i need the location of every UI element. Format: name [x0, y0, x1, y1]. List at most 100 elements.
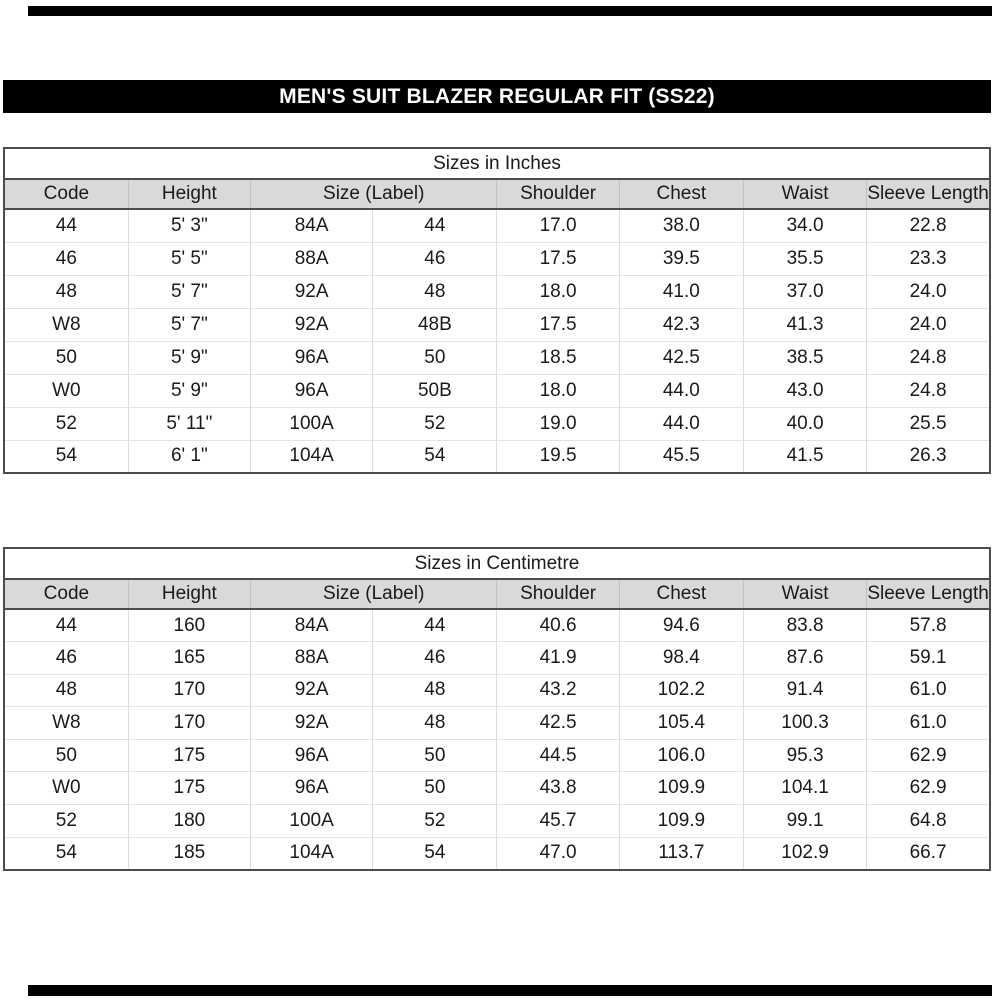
table-cell: 100A	[250, 804, 374, 838]
table-cell: 42.5	[496, 706, 620, 740]
table-cell: 18.0	[496, 275, 620, 309]
table-cell: 41.9	[496, 641, 620, 675]
column-header-waist: Waist	[743, 179, 868, 210]
table-cell: 42.5	[619, 341, 744, 375]
table-cell: 5' 7"	[128, 275, 251, 309]
sizes-in-centimetre-table: Sizes in Centimetre Code Height Size (La…	[3, 547, 991, 871]
title-banner: MEN'S SUIT BLAZER REGULAR FIT (SS22)	[3, 80, 991, 113]
table-cell: 165	[128, 641, 251, 675]
table-cell: 25.5	[866, 407, 990, 441]
column-header-size-label: Size (Label)	[250, 579, 498, 610]
table-cell: W8	[4, 308, 129, 342]
table-row: 50 175 96A 50 44.5 106.0 95.3 62.9	[4, 739, 990, 773]
table-cell: 92A	[250, 674, 374, 708]
table-row: 46 5' 5" 88A 46 17.5 39.5 35.5 23.3	[4, 242, 990, 276]
table-cell: 52	[372, 407, 498, 441]
table-cell: 5' 7"	[128, 308, 251, 342]
table-cell: 64.8	[866, 804, 990, 838]
table-cell: 52	[4, 407, 129, 441]
sizes-in-inches-table: Sizes in Inches Code Height Size (Label)…	[3, 147, 991, 474]
table-cell: 100A	[250, 407, 374, 441]
table-cell: 160	[128, 609, 251, 643]
table-cell: 44.5	[496, 739, 620, 773]
column-header-chest: Chest	[619, 179, 744, 210]
table-cell: 96A	[250, 771, 374, 806]
table-cell: 24.8	[866, 341, 990, 375]
table-cell: 52	[4, 804, 129, 838]
table-cell: 92A	[250, 308, 374, 342]
table-cell: 41.5	[743, 440, 868, 473]
table-cell: 50B	[372, 374, 498, 408]
table-cell: 170	[128, 706, 251, 740]
table-cell: 44	[4, 209, 129, 243]
table-cell: 46	[4, 641, 129, 675]
table-cell: 99.1	[743, 804, 868, 838]
table-cell: 46	[372, 242, 498, 276]
column-header-size-label: Size (Label)	[250, 179, 498, 210]
table-cell: 5' 11"	[128, 407, 251, 441]
table-cell: 94.6	[619, 609, 744, 643]
column-header-sleeve-length: Sleeve Length	[866, 579, 990, 610]
table-cell: 17.5	[496, 242, 620, 276]
table-cell: 50	[372, 739, 498, 773]
table-cell: 19.0	[496, 407, 620, 441]
table-cell: W0	[4, 771, 129, 806]
table-cell: 48B	[372, 308, 498, 342]
column-header-height: Height	[128, 179, 251, 210]
table-cell: 102.2	[619, 674, 744, 708]
table-row: 46 165 88A 46 41.9 98.4 87.6 59.1	[4, 641, 990, 675]
table-cell: 109.9	[619, 771, 744, 806]
table-cell: 50	[4, 341, 129, 375]
table-cell: 48	[4, 275, 129, 309]
table-cell: 54	[4, 837, 129, 870]
table-cell: 92A	[250, 275, 374, 309]
table-cell: 43.8	[496, 771, 620, 806]
table-caption: Sizes in Centimetre	[4, 548, 990, 580]
table-caption: Sizes in Inches	[4, 148, 990, 180]
table-cell: 57.8	[866, 609, 990, 643]
table-cell: 45.5	[619, 440, 744, 473]
table-cell: 88A	[250, 242, 374, 276]
table-cell: 54	[372, 440, 498, 473]
inches-table-body: 44 5' 3" 84A 44 17.0 38.0 34.0 22.8 46 5' 5" 88A 46…	[4, 209, 990, 473]
table-cell: 84A	[250, 609, 374, 643]
table-cell: 180	[128, 804, 251, 838]
table-cell: 102.9	[743, 837, 868, 870]
column-header-height: Height	[128, 579, 251, 610]
table-cell: 23.3	[866, 242, 990, 276]
table-cell: 175	[128, 771, 251, 806]
table-cell: 44.0	[619, 407, 744, 441]
table-cell: 42.3	[619, 308, 744, 342]
table-cell: 17.5	[496, 308, 620, 342]
table-row: W0 5' 9" 96A 50B 18.0 44.0 43.0 24.8	[4, 374, 990, 408]
table-cell: W8	[4, 706, 129, 740]
table-cell: 50	[4, 739, 129, 773]
column-header-row: Code Height Size (Label) Shoulder Chest …	[4, 579, 990, 610]
table-cell: 98.4	[619, 641, 744, 675]
table-cell: 104A	[250, 837, 374, 870]
table-cell: 45.7	[496, 804, 620, 838]
column-header-chest: Chest	[619, 579, 744, 610]
column-header-code: Code	[4, 579, 129, 610]
table-cell: 19.5	[496, 440, 620, 473]
column-header-waist: Waist	[743, 579, 868, 610]
table-row: 54 185 104A 54 47.0 113.7 102.9 66.7	[4, 837, 990, 870]
table-cell: 61.0	[866, 706, 990, 740]
table-row: 52 180 100A 52 45.7 109.9 99.1 64.8	[4, 804, 990, 838]
table-cell: 22.8	[866, 209, 990, 243]
table-cell: 66.7	[866, 837, 990, 870]
column-header-row: Code Height Size (Label) Shoulder Chest …	[4, 179, 990, 210]
top-divider-bar	[28, 6, 992, 16]
table-cell: 50	[372, 341, 498, 375]
table-cell: 50	[372, 771, 498, 806]
caption-row: Sizes in Centimetre	[4, 548, 990, 580]
table-cell: 104A	[250, 440, 374, 473]
page-title: MEN'S SUIT BLAZER REGULAR FIT (SS22)	[279, 84, 715, 108]
table-cell: 43.0	[743, 374, 868, 408]
table-row: 52 5' 11" 100A 52 19.0 44.0 40.0 25.5	[4, 407, 990, 441]
table-cell: 48	[372, 674, 498, 708]
table-cell: 24.0	[866, 308, 990, 342]
table-cell: 113.7	[619, 837, 744, 870]
table-cell: 52	[372, 804, 498, 838]
table-cell: 96A	[250, 739, 374, 773]
